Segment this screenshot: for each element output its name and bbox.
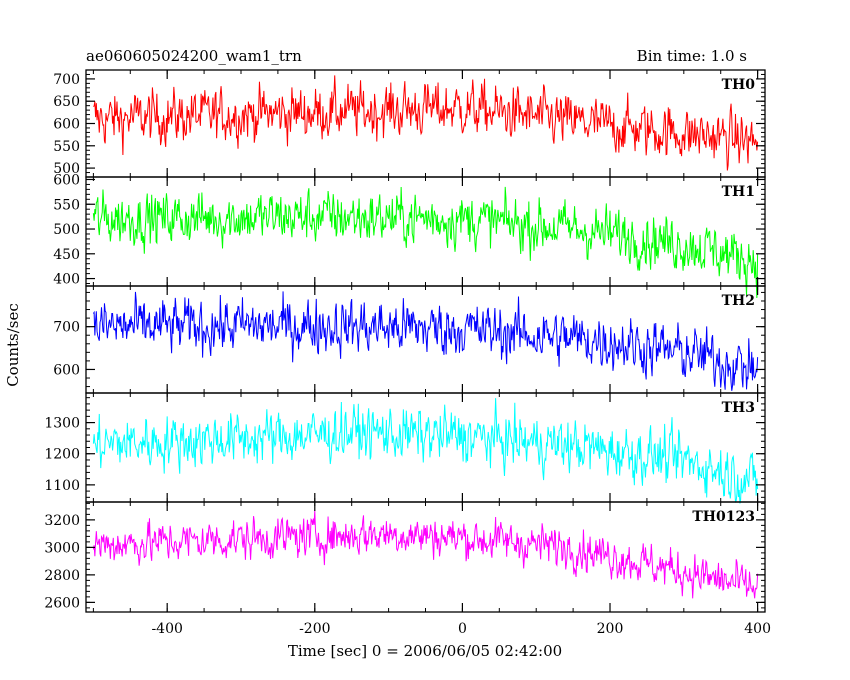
series-line-th3 (92, 398, 759, 504)
x-tick-label: -200 (299, 621, 330, 637)
y-tick-label: 400 (53, 272, 80, 288)
panel-th2: 600 700 TH2 (53, 285, 766, 394)
panel-th0123: 2600 2800 3000 3200 TH0123 (44, 501, 766, 613)
series-line-th0123 (92, 510, 759, 599)
y-tick-label: 450 (53, 247, 80, 263)
x-tick-label: -400 (151, 621, 182, 637)
series-line-th2 (92, 291, 759, 391)
y-tick-label: 650 (53, 94, 80, 110)
y-axis-label: Counts/sec (4, 303, 22, 387)
panel-th0: 500 550 600 650 700 TH0 (53, 69, 766, 178)
y-tick-label: 1200 (44, 447, 80, 463)
y-tick-label: 2800 (44, 568, 80, 584)
panel-label-th1: TH1 (722, 184, 755, 200)
x-axis-label: Time [sec] 0 = 2006/06/05 02:42:00 (288, 642, 562, 660)
chart-title-right: Bin time: 1.0 s (637, 47, 747, 65)
y-tick-label: 1300 (44, 416, 80, 432)
panel-label-th0: TH0 (722, 77, 756, 93)
y-tick-label: 500 (53, 222, 80, 238)
panel-label-th3: TH3 (722, 400, 755, 416)
panel-label-th2: TH2 (722, 293, 755, 309)
y-tick-label: 1100 (44, 478, 80, 494)
y-tick-label: 700 (53, 72, 80, 88)
x-tick-label: 200 (597, 621, 624, 637)
y-tick-label: 600 (53, 362, 80, 378)
panel-label-th0123: TH0123 (692, 509, 755, 525)
panel-frame (85, 501, 766, 613)
panels-group: 500 550 600 650 700 TH0 400 450 500 550 600 TH1 600 7… (44, 69, 771, 637)
y-tick-label: 600 (53, 117, 80, 133)
y-tick-label: 3000 (44, 540, 80, 556)
y-tick-label: 600 (53, 172, 80, 188)
chart-title-left: ae060605024200_wam1_trn (86, 47, 302, 65)
x-tick-label: 400 (744, 621, 771, 637)
series-line-th1 (92, 186, 759, 298)
series-line-th0 (93, 75, 759, 171)
panel-th1: 400 450 500 550 600 TH1 (53, 172, 766, 298)
y-tick-label: 2600 (44, 595, 80, 611)
y-tick-label: 3200 (44, 513, 80, 529)
y-tick-label: 550 (53, 139, 80, 155)
y-tick-label: 550 (53, 197, 80, 213)
y-tick-label: 700 (53, 320, 80, 336)
x-tick-label: 0 (458, 621, 467, 637)
y-tick-label: 500 (53, 161, 80, 177)
panel-th3: 1100 1200 1300 TH3 (44, 392, 766, 504)
